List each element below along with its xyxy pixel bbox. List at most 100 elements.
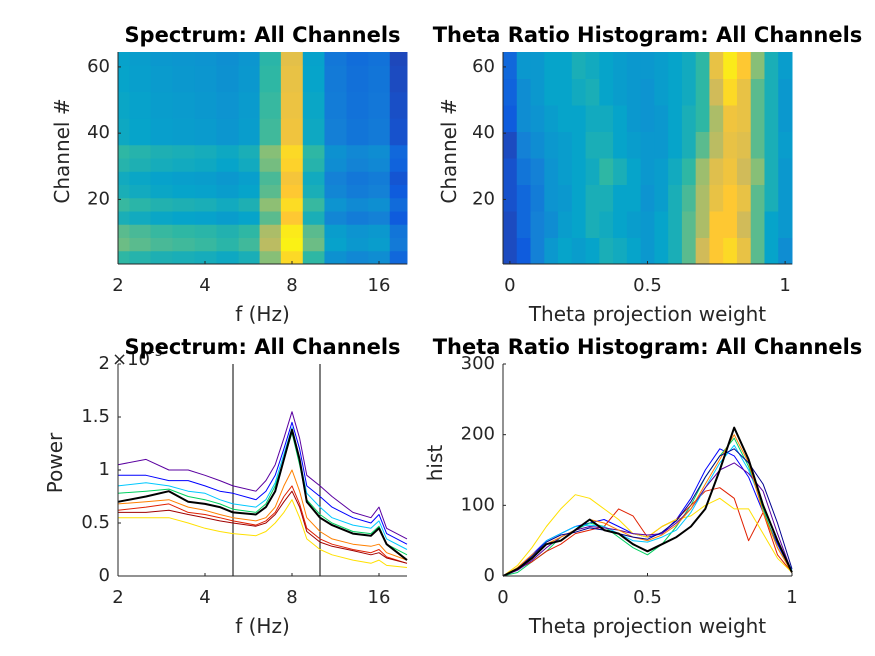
heatmap-cell [599, 237, 614, 265]
heatmap-cell [194, 224, 217, 238]
heatmap-cell [626, 237, 642, 265]
heatmap-cell [599, 184, 614, 212]
series-line [502, 494, 793, 577]
heatmap-cell [613, 184, 628, 212]
heatmap-cell [640, 52, 655, 79]
heatmap-cell [503, 131, 518, 159]
x-tick-label: 16 [368, 275, 391, 296]
heatmap-cell [172, 78, 196, 93]
heatmap-cell [129, 211, 152, 225]
series-line [117, 411, 408, 540]
heatmap-cell [368, 78, 391, 93]
heatmap-cell [129, 91, 152, 106]
heatmap-cell [324, 197, 348, 212]
heatmap-cell [585, 237, 600, 265]
heatmap-cell [259, 237, 282, 252]
heatmap-cell [346, 91, 369, 106]
heatmap-cell [681, 237, 697, 265]
heatmap-cell [324, 184, 348, 199]
heatmap-cell [259, 105, 282, 119]
heatmap-cell [654, 184, 669, 212]
heatmap-cell [668, 52, 683, 79]
heatmap-cell [585, 105, 600, 132]
heatmap-cell [764, 52, 779, 79]
heatmap-cell [216, 91, 240, 106]
heatmap-cell [368, 144, 391, 159]
heatmap-cell [640, 131, 655, 159]
heatmap-cell [324, 65, 348, 79]
heatmap-cell [129, 131, 152, 146]
x-tick-label: 0.5 [633, 275, 662, 296]
heatmap-cell [723, 78, 738, 106]
heatmap-cell [129, 197, 152, 212]
heatmap-cell [750, 78, 765, 106]
heatmap-cell [238, 197, 261, 212]
heatmap-cell [324, 158, 348, 172]
heatmap-cell [764, 237, 779, 265]
heatmap-cell [238, 237, 261, 252]
heatmap-cell [544, 184, 559, 212]
heatmap-cell [709, 105, 724, 132]
heatmap-cell [736, 237, 752, 265]
heatmap-cell [530, 131, 545, 159]
heatmap-cell [723, 158, 738, 185]
heatmap-cell [695, 131, 710, 159]
y-tick-label: 40 [87, 122, 110, 143]
heatmap-cell [709, 184, 724, 212]
heatmap-cell [368, 118, 391, 132]
heatmap-cell [216, 197, 240, 212]
heatmap-cell [368, 65, 391, 79]
series-line [118, 421, 408, 545]
heatmap-cell [571, 158, 587, 185]
heatmap-cell [389, 211, 408, 225]
heatmap-cell [280, 197, 304, 212]
heatmap-cell [324, 131, 348, 146]
heatmap-cell [736, 52, 752, 79]
x-axis-label: Theta projection weight [528, 302, 766, 326]
heatmap-cell [585, 211, 600, 238]
heatmap-cell [368, 131, 391, 146]
heatmap-cell [346, 197, 369, 212]
heatmap-cell [764, 184, 779, 212]
heatmap-cell [302, 91, 325, 106]
heatmap-cell [172, 211, 196, 225]
heatmap-cell [346, 52, 369, 66]
heatmap-cell [259, 91, 282, 106]
heatmap-cell [129, 144, 152, 159]
heatmap-cell [150, 144, 173, 159]
heatmap-cell [668, 211, 683, 238]
heatmap-cell [571, 184, 587, 212]
heatmap-cell [259, 211, 282, 225]
heatmap-cell [194, 65, 217, 79]
heatmap-cell [238, 224, 261, 238]
heatmap-cell [613, 131, 628, 159]
heatmap-cell [302, 131, 325, 146]
heatmap-cell [626, 131, 642, 159]
heatmap-cell [280, 211, 304, 225]
heatmap-cell [302, 211, 325, 225]
series-line [117, 485, 408, 564]
heatmap-cell [346, 144, 369, 159]
heatmap-cell [194, 184, 217, 199]
heatmap-cell [668, 131, 683, 159]
heatmap-cell [736, 131, 752, 159]
heatmap-cell [194, 250, 217, 265]
heatmap-cell [259, 184, 282, 199]
heatmap-cell [324, 250, 348, 265]
heatmap-cell [259, 158, 282, 172]
heatmap-cell [302, 237, 325, 252]
x-tick-label: 4 [199, 275, 210, 296]
y-tick-label: 20 [87, 188, 110, 209]
heatmap-cell [764, 131, 779, 159]
heatmap-cell [681, 158, 697, 185]
heatmap-cell [118, 250, 130, 265]
axes: 2 4 8 16 20 40 60 f (Hz) Channel # Spectrum: All … [50, 23, 408, 326]
series-line [502, 434, 793, 577]
y-axis-label: Channel # [437, 98, 461, 203]
x-tick-label: 1 [786, 587, 797, 608]
series-line [117, 469, 408, 561]
heatmap-cell [571, 131, 587, 159]
x-tick-label: 8 [286, 275, 297, 296]
heatmap-cell [368, 224, 391, 238]
heatmap-cell [129, 118, 152, 132]
